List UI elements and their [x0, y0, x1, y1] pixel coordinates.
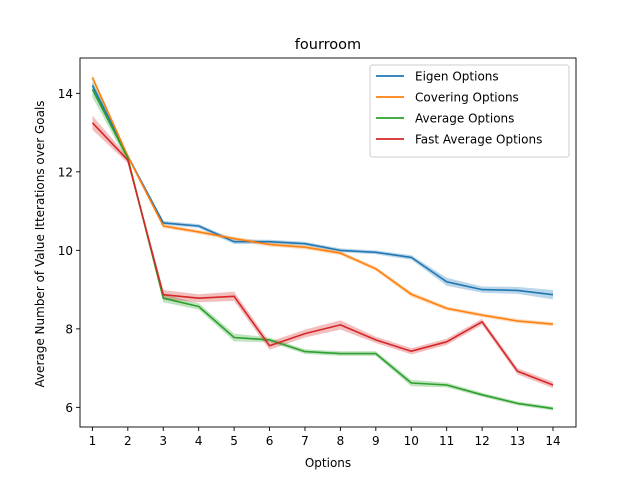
legend-box	[369, 64, 570, 158]
x-tick-label: 12	[474, 434, 489, 448]
y-tick-label: 6	[65, 401, 73, 415]
series-lines	[91, 77, 554, 410]
x-tick-label: 10	[404, 434, 419, 448]
x-tick-label: 7	[301, 434, 309, 448]
x-tick-label: 5	[230, 434, 238, 448]
x-tick-label: 11	[439, 434, 454, 448]
x-tick-label: 2	[124, 434, 132, 448]
x-tick-label: 4	[195, 434, 203, 448]
x-tick-label: 3	[159, 434, 167, 448]
y-axis-ticks: 6 8 10 12 14	[58, 87, 80, 415]
x-axis-ticks: 1 2 3 4 5 6 7 8 9 10 11 12 13 14	[89, 427, 561, 448]
average-options-line	[91, 89, 554, 410]
fast-average-options-line	[91, 122, 554, 386]
y-tick-label: 8	[65, 322, 73, 336]
x-tick-label: 1	[89, 434, 97, 448]
x-tick-label: 14	[545, 434, 560, 448]
legend-label: Covering Options	[415, 91, 519, 105]
legend-label: Average Options	[415, 112, 514, 126]
x-axis-label: Options	[305, 456, 351, 470]
x-tick-label: 9	[372, 434, 380, 448]
plot-area-frame	[79, 57, 577, 428]
x-tick-label: 13	[510, 434, 525, 448]
eigen-options-line	[91, 85, 554, 296]
y-tick-label: 12	[58, 165, 73, 179]
legend-label: Eigen Options	[415, 70, 499, 84]
y-tick-label: 14	[58, 87, 73, 101]
y-tick-label: 10	[58, 244, 73, 258]
x-tick-label: 6	[266, 434, 274, 448]
legend: Eigen Options Covering Options Average Opt…	[369, 64, 570, 158]
covering-options-line	[91, 77, 554, 325]
chart-title: fourroom	[295, 37, 361, 53]
x-tick-label: 8	[337, 434, 345, 448]
y-axis-label: Average Number of Value Itterations over…	[33, 100, 47, 387]
legend-label: Fast Average Options	[415, 133, 542, 147]
